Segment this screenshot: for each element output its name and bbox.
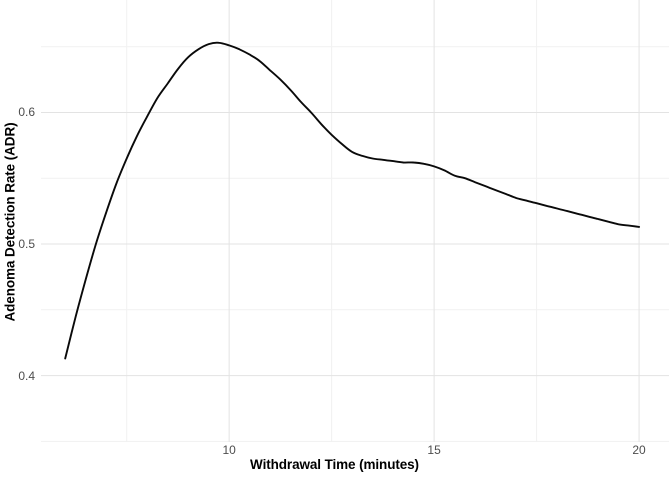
y-tick-label: 0.5 [18,237,35,252]
adr-curve [64,41,641,360]
x-axis-title: Withdrawal Time (minutes) [250,457,419,472]
x-tick-label: 20 [632,443,646,457]
y-tick-label: 0.4 [18,368,35,383]
x-tick-label: 10 [222,443,236,457]
y-axis-title: Adenoma Detection Rate (ADR) [2,122,18,322]
x-tick-label: 15 [427,443,441,457]
y-tick-label: 0.6 [18,105,35,120]
